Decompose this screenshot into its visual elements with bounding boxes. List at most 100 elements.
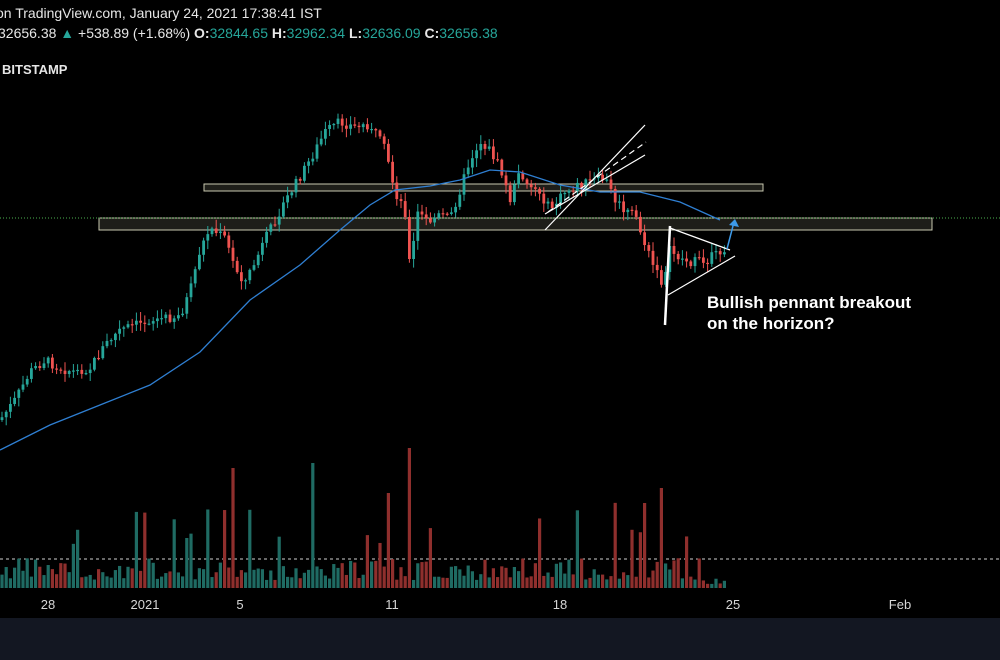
volume-bar xyxy=(546,572,550,588)
candle xyxy=(298,178,302,181)
flagpole-line xyxy=(663,225,672,326)
candle xyxy=(261,242,264,255)
volume-bar xyxy=(638,532,642,588)
volume-bar xyxy=(617,578,621,588)
candle xyxy=(282,202,285,217)
volume-bar xyxy=(563,573,567,588)
annotation-line-1: Bullish pennant breakout xyxy=(707,293,912,312)
candle xyxy=(345,125,348,129)
volume-bar xyxy=(59,563,63,588)
candle xyxy=(21,384,25,390)
candle xyxy=(46,357,50,364)
candle xyxy=(588,179,592,181)
volume-bar xyxy=(176,572,180,588)
candle xyxy=(676,253,680,260)
high-label: H: xyxy=(271,25,287,41)
candle xyxy=(290,192,294,196)
volume-bar xyxy=(113,570,117,588)
volume-bar xyxy=(437,576,441,588)
candle xyxy=(252,265,256,270)
candle xyxy=(42,363,46,369)
volume-bar xyxy=(441,577,445,588)
candle xyxy=(55,368,58,370)
candle xyxy=(681,258,684,260)
candle xyxy=(206,234,210,241)
candle xyxy=(391,161,394,183)
volume-bar xyxy=(4,567,8,588)
volume-bar xyxy=(344,574,348,588)
volume-bar xyxy=(118,565,122,588)
volume-bar xyxy=(470,571,474,588)
exchange-label: BITSTAMP xyxy=(2,62,68,77)
volume-bar xyxy=(718,583,722,588)
candle xyxy=(433,217,436,223)
volume-bar xyxy=(122,578,126,588)
volume-bar xyxy=(307,569,311,588)
volume-bar xyxy=(634,576,638,588)
volume-bar xyxy=(227,567,231,588)
volume-bar xyxy=(252,569,256,588)
pennant-upper-line xyxy=(669,227,731,251)
volume-bar xyxy=(298,578,302,588)
candle xyxy=(370,128,373,131)
volume-bar xyxy=(269,570,273,588)
volume-bar xyxy=(659,488,663,588)
volume-bar xyxy=(248,509,252,588)
candle xyxy=(609,179,613,189)
candle xyxy=(580,182,583,189)
candle xyxy=(9,403,12,412)
volume-bar xyxy=(550,576,554,588)
volume-bar xyxy=(374,560,378,588)
volume-bar xyxy=(277,536,281,588)
candle xyxy=(458,194,462,207)
candle xyxy=(697,257,701,259)
volume-bar xyxy=(294,568,298,588)
candle xyxy=(231,247,235,261)
volume-bar xyxy=(487,577,491,588)
candle xyxy=(622,201,625,213)
breakout-arrow-line xyxy=(726,221,735,250)
candle xyxy=(387,143,390,162)
candle xyxy=(269,224,273,232)
candle xyxy=(613,188,617,203)
candle xyxy=(382,136,386,144)
volume-bar xyxy=(210,577,214,588)
volume-bar xyxy=(29,576,33,588)
volume-bar xyxy=(403,576,407,588)
candle xyxy=(647,245,651,251)
candle xyxy=(273,224,277,226)
candle xyxy=(542,193,546,204)
volume-bar xyxy=(512,566,516,588)
high-value: 32962.34 xyxy=(286,25,346,41)
volume-bar xyxy=(34,559,38,588)
candle xyxy=(240,272,243,282)
candle xyxy=(109,340,113,342)
volume-bar xyxy=(214,572,218,588)
volume-bar xyxy=(483,559,487,588)
candle xyxy=(139,320,142,323)
candle xyxy=(143,322,147,324)
volume-bar xyxy=(407,448,411,588)
volume-bar xyxy=(13,567,17,588)
volume-bar xyxy=(328,578,332,588)
candle xyxy=(105,340,109,347)
candle xyxy=(181,313,184,316)
candle xyxy=(420,211,424,215)
volume-bar xyxy=(416,563,420,588)
candle xyxy=(651,250,655,265)
volume-bar xyxy=(21,570,25,588)
volume-bar xyxy=(622,572,626,588)
volume-bar xyxy=(332,564,336,588)
volume-bar xyxy=(554,563,558,588)
volume-bar xyxy=(676,558,680,588)
volume-bar xyxy=(378,542,382,588)
volume-bar xyxy=(105,576,109,588)
volume-bar xyxy=(76,529,80,588)
candle xyxy=(550,201,554,209)
volume-bar xyxy=(529,576,533,588)
candle xyxy=(563,192,567,195)
candle xyxy=(517,173,520,185)
candle xyxy=(424,214,428,219)
volume-bar xyxy=(185,538,189,588)
